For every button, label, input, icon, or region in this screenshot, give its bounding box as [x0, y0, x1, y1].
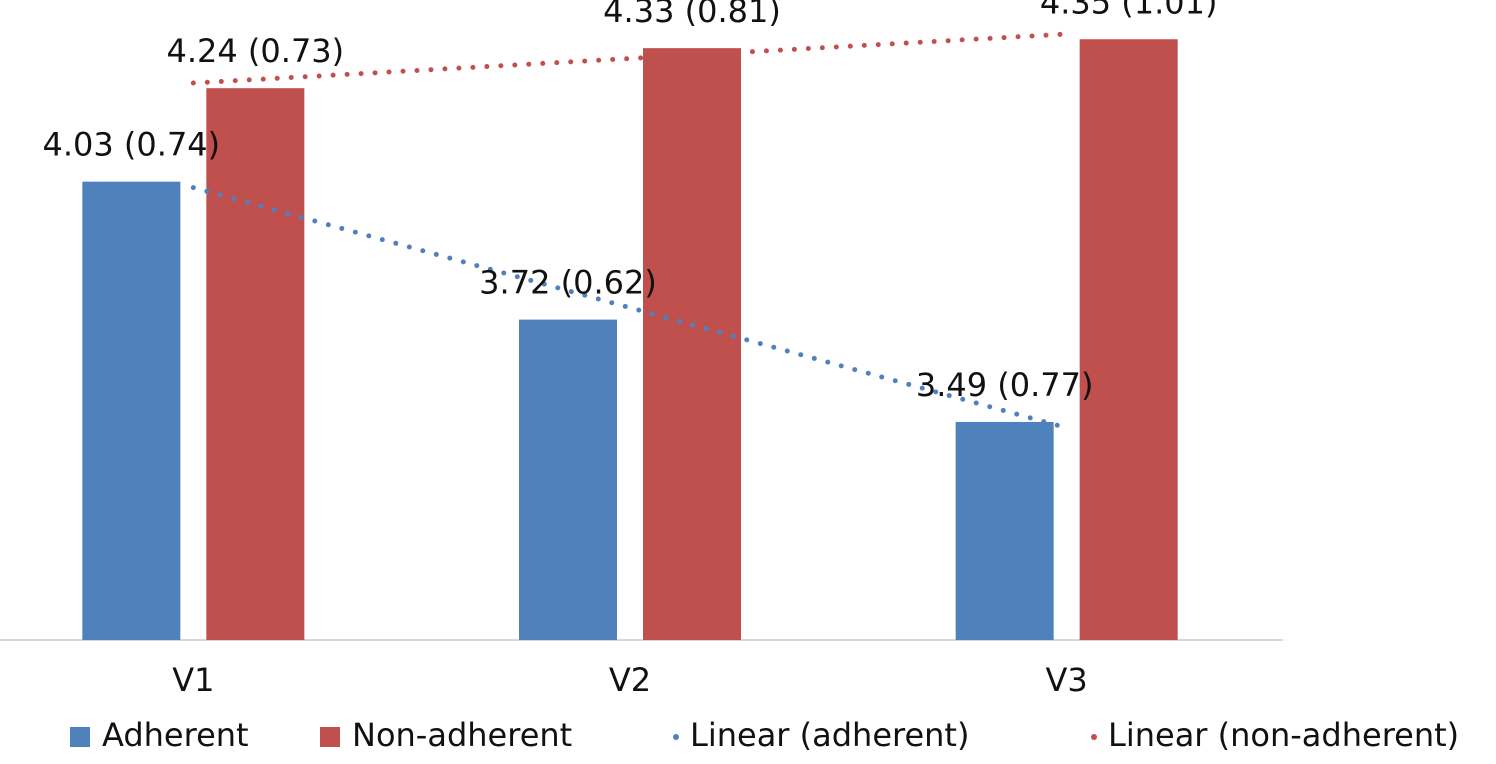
x-tick-label: V3 — [1046, 661, 1088, 699]
x-tick-label: V1 — [172, 661, 214, 699]
legend-swatch — [673, 734, 679, 740]
bar — [643, 48, 741, 640]
bar — [519, 319, 617, 640]
data-label: 4.35 (1.01) — [1040, 0, 1218, 21]
data-label: 3.72 (0.62) — [479, 264, 657, 302]
trendline — [190, 185, 1070, 431]
legend-swatch — [1091, 734, 1097, 740]
data-label: 4.24 (0.73) — [167, 32, 345, 70]
legend-label: Adherent — [102, 716, 249, 754]
bar — [955, 421, 1054, 640]
data-label: 3.49 (0.77) — [916, 366, 1094, 404]
trendline — [190, 31, 1070, 86]
bar — [206, 88, 305, 640]
x-tick-label: V2 — [609, 661, 651, 699]
legend-swatch — [70, 727, 90, 747]
data-label: 4.03 (0.74) — [43, 126, 221, 164]
legend-swatch — [320, 727, 340, 747]
bar — [1079, 39, 1178, 640]
legend-label: Linear (adherent) — [690, 716, 969, 754]
legend-label: Linear (non-adherent) — [1108, 716, 1459, 754]
legend-label: Non-adherent — [352, 716, 572, 754]
data-label: 4.33 (0.81) — [603, 0, 781, 30]
bar — [82, 181, 181, 640]
